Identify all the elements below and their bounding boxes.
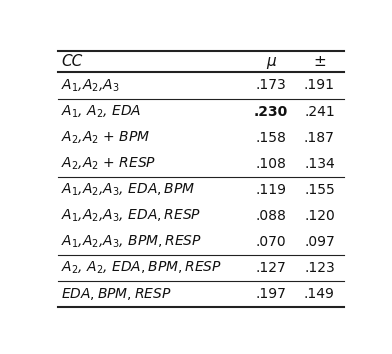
- Text: $A_1$,$A_2$,$A_3$, $EDA,RESP$: $A_1$,$A_2$,$A_3$, $EDA,RESP$: [61, 207, 201, 224]
- Text: ±: ±: [313, 54, 326, 69]
- Text: .187: .187: [304, 131, 335, 144]
- Text: .097: .097: [304, 235, 335, 249]
- Text: $A_1$,$A_2$,$A_3$, $BPM,RESP$: $A_1$,$A_2$,$A_3$, $BPM,RESP$: [61, 234, 202, 250]
- Text: .230: .230: [254, 104, 288, 119]
- Text: .173: .173: [256, 79, 286, 92]
- Text: $A_2$, $A_2$, $EDA, BPM, RESP$: $A_2$, $A_2$, $EDA, BPM, RESP$: [61, 259, 222, 276]
- Text: .134: .134: [304, 156, 335, 171]
- Text: .127: .127: [256, 261, 286, 275]
- Text: .241: .241: [304, 104, 335, 119]
- Text: μ: μ: [266, 54, 276, 69]
- Text: .088: .088: [255, 209, 286, 223]
- Text: .191: .191: [304, 79, 335, 92]
- Text: $A_2$,$A_2$ + $RESP$: $A_2$,$A_2$ + $RESP$: [61, 155, 156, 172]
- Text: .155: .155: [304, 183, 335, 197]
- Text: .070: .070: [256, 235, 286, 249]
- Text: .158: .158: [255, 131, 286, 144]
- Text: $EDA, BPM, RESP$: $EDA, BPM, RESP$: [61, 286, 172, 302]
- Text: $A_2$,$A_2$ + $BPM$: $A_2$,$A_2$ + $BPM$: [61, 129, 151, 146]
- Text: .120: .120: [304, 209, 335, 223]
- Text: $A_1$,$A_2$,$A_3$, $EDA,BPM$: $A_1$,$A_2$,$A_3$, $EDA,BPM$: [61, 182, 195, 198]
- Text: .197: .197: [255, 287, 286, 301]
- Text: $A_1$, $A_2$, $EDA$: $A_1$, $A_2$, $EDA$: [61, 103, 142, 120]
- Text: CC: CC: [61, 54, 82, 69]
- Text: $A_1$,$A_2$,$A_3$: $A_1$,$A_2$,$A_3$: [61, 77, 120, 94]
- Text: .108: .108: [255, 156, 286, 171]
- Text: .123: .123: [304, 261, 335, 275]
- Text: .119: .119: [255, 183, 286, 197]
- Text: .149: .149: [304, 287, 335, 301]
